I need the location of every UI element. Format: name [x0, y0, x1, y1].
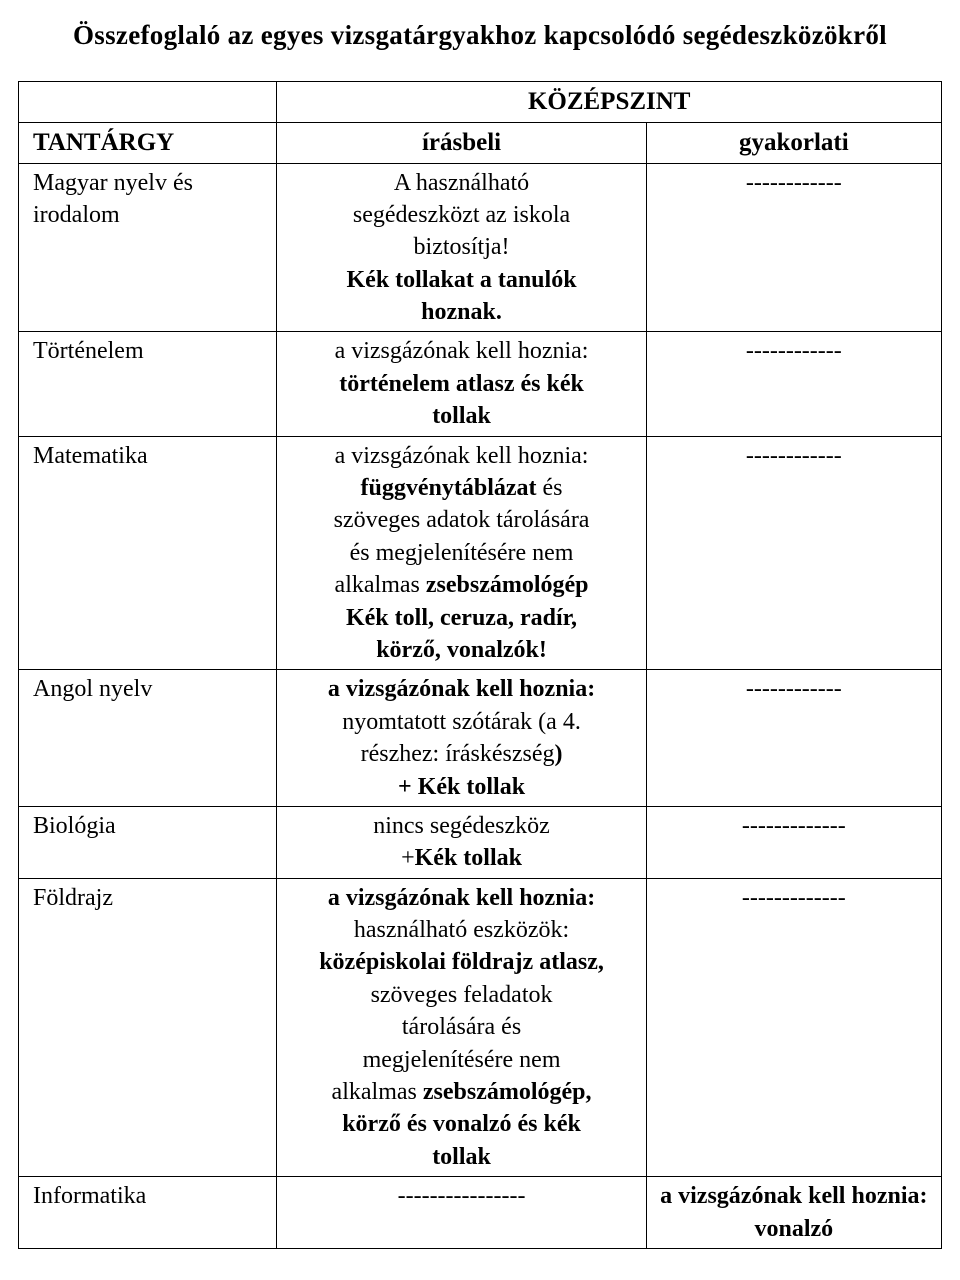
cell-text: a vizsgázónak kell hoznia:	[335, 443, 589, 469]
table-row: Matematika a vizsgázónak kell hoznia: fü…	[19, 436, 942, 670]
table-row: Történelem a vizsgázónak kell hoznia: tö…	[19, 332, 942, 436]
subject-text: irodalom	[33, 202, 120, 228]
cell-text: megjelenítésére nem	[363, 1047, 561, 1073]
header-gyakorlati: gyakorlati	[646, 122, 941, 163]
irasbeli-cell: a vizsgázónak kell hoznia: nyomtatott sz…	[277, 670, 646, 807]
cell-text: függvénytáblázat	[361, 475, 537, 501]
gyakorlati-cell: ------------	[646, 332, 941, 436]
cell-text: biztosítja!	[414, 234, 510, 260]
table-row: Földrajz a vizsgázónak kell hoznia: hasz…	[19, 878, 942, 1177]
gyakorlati-cell: ------------	[646, 163, 941, 332]
subject-text: Magyar nyelv és	[33, 170, 193, 196]
subject-table: KÖZÉPSZINT TANTÁRGY írásbeli gyakorlati …	[18, 81, 942, 1249]
cell-text: körző, vonalzók!	[376, 637, 547, 663]
gyakorlati-cell: -------------	[646, 806, 941, 878]
subject-cell: Magyar nyelv és irodalom	[19, 163, 277, 332]
subject-cell: Informatika	[19, 1177, 277, 1249]
irasbeli-cell: A használható segédeszközt az iskola biz…	[277, 163, 646, 332]
cell-text: zsebszámológép,	[423, 1079, 592, 1105]
cell-text: a vizsgázónak kell hoznia:	[660, 1183, 927, 1209]
irasbeli-cell: a vizsgázónak kell hoznia: függvénytáblá…	[277, 436, 646, 670]
irasbeli-cell: a vizsgázónak kell hoznia: használható e…	[277, 878, 646, 1177]
cell-text: hoznak.	[421, 299, 502, 325]
cell-text: nyomtatott szótárak (a 4.	[342, 709, 581, 735]
header-subject: TANTÁRGY	[19, 122, 277, 163]
table-row: Informatika ---------------- a vizsgázón…	[19, 1177, 942, 1249]
header-row-merged: KÖZÉPSZINT	[19, 82, 942, 123]
cell-text: tollak	[432, 1144, 491, 1170]
cell-text: vonalzó	[754, 1216, 833, 1242]
subject-cell: Matematika	[19, 436, 277, 670]
cell-text: zsebszámológép	[426, 572, 589, 598]
page-title: Összefoglaló az egyes vizsgatárgyakhoz k…	[18, 20, 942, 51]
cell-text: nincs segédeszköz	[373, 813, 550, 839]
cell-text: részhez: íráskészség	[361, 741, 555, 767]
cell-text: + Kék tollak	[398, 774, 525, 800]
cell-text: a vizsgázónak kell hoznia:	[335, 338, 589, 364]
cell-text: tollak	[432, 403, 491, 429]
subject-cell: Történelem	[19, 332, 277, 436]
gyakorlati-cell: -------------	[646, 878, 941, 1177]
cell-text: alkalmas	[335, 572, 426, 598]
cell-text: szöveges feladatok	[371, 982, 553, 1008]
cell-text: a vizsgázónak kell hoznia:	[328, 676, 595, 702]
cell-text: szöveges adatok tárolására	[334, 507, 590, 533]
gyakorlati-cell: a vizsgázónak kell hoznia: vonalzó	[646, 1177, 941, 1249]
header-irasbeli: írásbeli	[277, 122, 646, 163]
cell-text: és megjelenítésére nem	[350, 540, 574, 566]
subject-cell: Földrajz	[19, 878, 277, 1177]
cell-text: Kék toll, ceruza, radír,	[346, 605, 577, 631]
subject-cell: Angol nyelv	[19, 670, 277, 807]
gyakorlati-cell: ------------	[646, 670, 941, 807]
cell-text: a vizsgázónak kell hoznia:	[328, 885, 595, 911]
subject-cell: Biológia	[19, 806, 277, 878]
irasbeli-cell: nincs segédeszköz +Kék tollak	[277, 806, 646, 878]
table-row: Magyar nyelv és irodalom A használható s…	[19, 163, 942, 332]
gyakorlati-cell: ------------	[646, 436, 941, 670]
cell-text: körző és vonalzó és kék	[342, 1111, 581, 1137]
table-row: Angol nyelv a vizsgázónak kell hoznia: n…	[19, 670, 942, 807]
irasbeli-cell: a vizsgázónak kell hoznia: történelem at…	[277, 332, 646, 436]
cell-text: +	[401, 845, 415, 871]
cell-text: alkalmas	[332, 1079, 423, 1105]
irasbeli-cell: ----------------	[277, 1177, 646, 1249]
cell-text: középiskolai földrajz atlasz,	[319, 949, 604, 975]
cell-text: történelem atlasz és kék	[339, 371, 584, 397]
cell-text: és	[537, 475, 563, 501]
cell-text: )	[554, 741, 562, 767]
cell-text: segédeszközt az iskola	[353, 202, 570, 228]
cell-text: Kék tollakat a tanulók	[347, 267, 577, 293]
cell-text: tárolására és	[402, 1014, 521, 1040]
empty-cell	[19, 82, 277, 123]
header-row-cols: TANTÁRGY írásbeli gyakorlati	[19, 122, 942, 163]
cell-text: használható eszközök:	[354, 917, 569, 943]
table-row: Biológia nincs segédeszköz +Kék tollak -…	[19, 806, 942, 878]
cell-text: Kék tollak	[415, 845, 522, 871]
header-kozepszint: KÖZÉPSZINT	[277, 82, 942, 123]
cell-text: A használható	[394, 170, 529, 196]
